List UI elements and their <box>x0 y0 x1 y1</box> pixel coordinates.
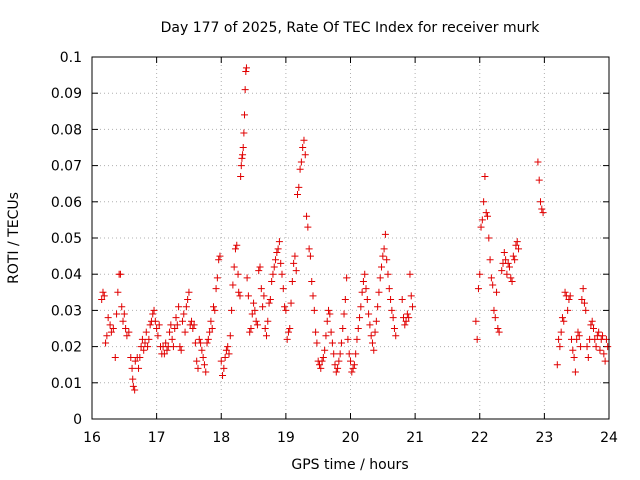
x-tick-label: 21 <box>406 430 424 446</box>
x-tick-label: 23 <box>535 430 553 446</box>
y-tick-label: 0.02 <box>51 340 82 356</box>
y-axis-label: ROTI / TECUs <box>6 192 22 284</box>
y-tick-label: 0.07 <box>51 159 82 175</box>
x-tick-label: 16 <box>83 430 101 446</box>
x-tick-label: 22 <box>471 430 489 446</box>
y-tick-label: 0.09 <box>51 86 82 102</box>
chart-title: Day 177 of 2025, Rate Of TEC Index for r… <box>161 20 541 36</box>
y-tick-label: 0 <box>73 412 82 428</box>
y-tick-label: 0.04 <box>51 267 82 283</box>
x-tick-label: 17 <box>148 430 166 446</box>
y-tick-label: 0.03 <box>51 303 82 319</box>
x-tick-label: 19 <box>277 430 295 446</box>
y-tick-label: 0.06 <box>51 195 82 211</box>
x-tick-label: 20 <box>342 430 360 446</box>
x-tick-label: 24 <box>600 430 618 446</box>
y-tick-label: 0.1 <box>60 50 82 66</box>
y-tick-label: 0.01 <box>51 376 82 392</box>
x-axis-label: GPS time / hours <box>291 457 408 473</box>
y-tick-label: 0.05 <box>51 231 82 247</box>
y-tick-label: 0.08 <box>51 122 82 138</box>
x-tick-label: 18 <box>212 430 230 446</box>
